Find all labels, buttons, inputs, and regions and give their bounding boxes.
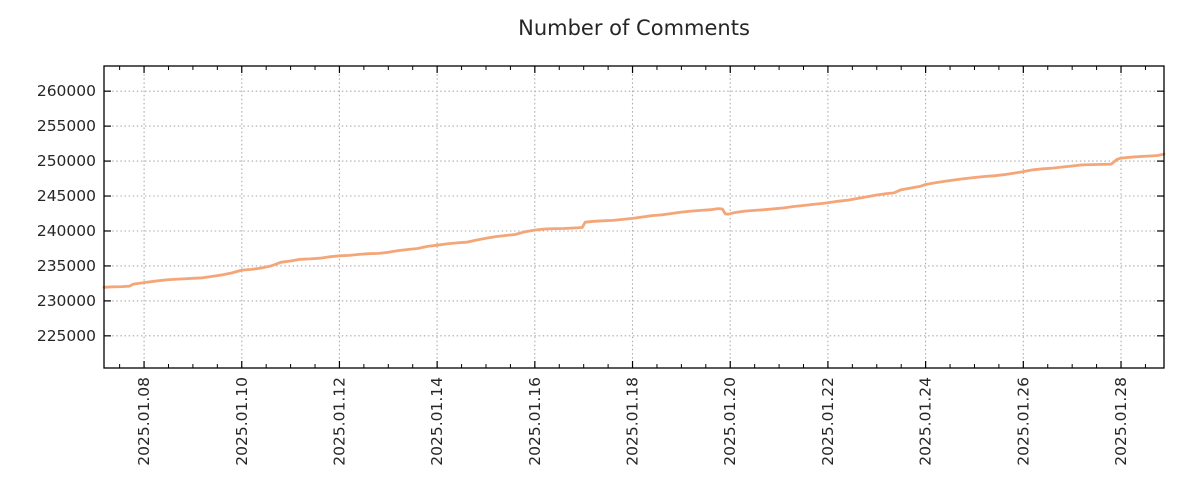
x-tick-label: 2025.01.10 <box>233 377 251 466</box>
y-tick-label: 245000 <box>37 187 96 205</box>
chart-title: Number of Comments <box>518 16 750 40</box>
x-tick-label: 2025.01.08 <box>135 377 153 466</box>
y-tick-label: 230000 <box>37 292 96 310</box>
y-tick-label: 260000 <box>37 82 96 100</box>
x-tick-label: 2025.01.28 <box>1112 377 1130 466</box>
x-tick-label: 2025.01.18 <box>624 377 642 466</box>
y-tick-label: 255000 <box>37 117 96 135</box>
y-tick-label: 250000 <box>37 152 96 170</box>
y-tick-label: 240000 <box>37 222 96 240</box>
x-tick-label: 2025.01.12 <box>330 377 348 466</box>
y-tick-label: 235000 <box>37 257 96 275</box>
series-line-number-of-comments <box>102 152 1166 289</box>
x-tick-label: 2025.01.20 <box>721 377 739 466</box>
x-tick-label: 2025.01.16 <box>526 377 544 466</box>
x-tick-label: 2025.01.22 <box>819 377 837 466</box>
plot-border <box>103 65 1165 369</box>
y-tick-label: 225000 <box>37 327 96 345</box>
x-tick-label: 2025.01.24 <box>917 377 935 466</box>
x-tick-label: 2025.01.26 <box>1014 377 1032 466</box>
x-tick-label: 2025.01.14 <box>428 377 446 466</box>
